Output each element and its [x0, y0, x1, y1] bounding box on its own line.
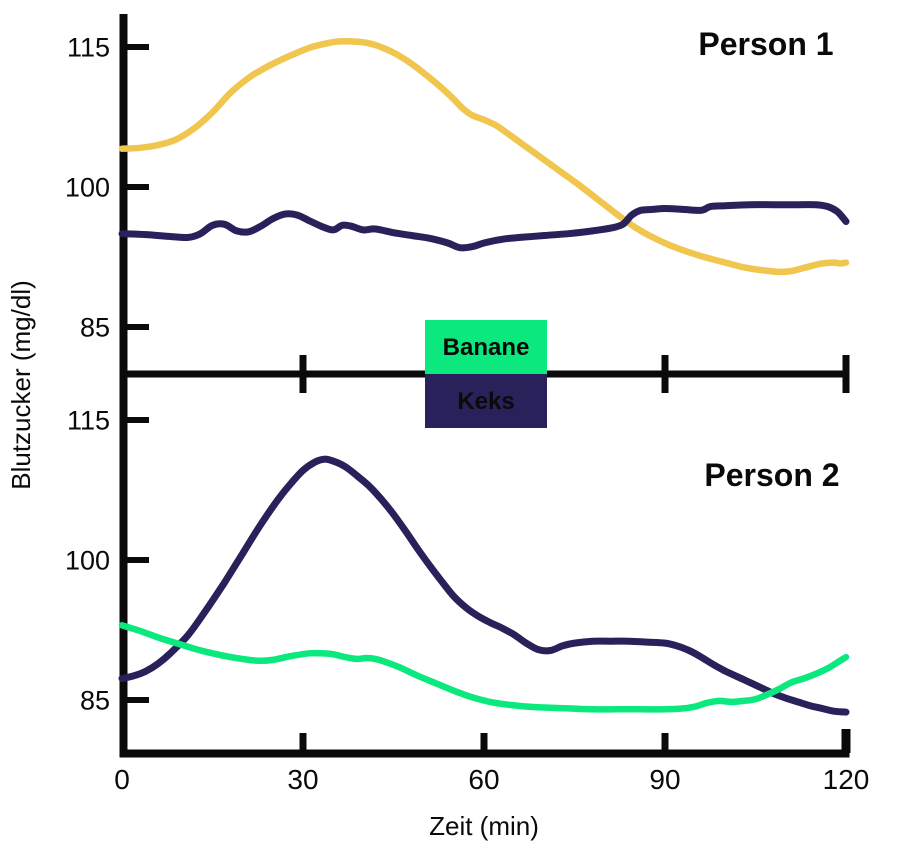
tick-marks [127, 44, 851, 753]
legend-banane-swatch [425, 320, 547, 374]
tick-mark [299, 355, 307, 393]
tick-mark [661, 733, 669, 753]
y-tick-label: 100 [65, 172, 110, 202]
y-tick-label: 115 [67, 32, 110, 62]
tick-mark [842, 355, 850, 393]
person2-banane-line [118, 622, 850, 713]
y-tick-label: 100 [65, 545, 110, 575]
legend-keks-label: Keks [457, 388, 514, 415]
x-tick-label: 0 [114, 764, 130, 795]
tick-mark [127, 184, 149, 190]
person2-title: Person 2 [704, 457, 839, 493]
tick-mark [127, 417, 149, 423]
legend-banane-label: Banane [443, 334, 530, 361]
tick-mark [299, 733, 307, 753]
x-axis-title: Zeit (min) [429, 811, 539, 841]
person1-title: Person 1 [698, 26, 833, 62]
x-tick-label: 60 [468, 764, 499, 795]
y-tick-label: 85 [80, 312, 110, 342]
person1-keks-line [118, 201, 850, 252]
tick-mark [127, 324, 149, 330]
x-tick-label: 120 [823, 764, 870, 795]
legend: Banane Keks [425, 320, 547, 428]
person1-banane-line [118, 37, 850, 276]
bottom-x-axis [119, 749, 850, 758]
y-tick-labels: 115 100 85 115 100 85 [65, 32, 110, 715]
tick-mark [841, 729, 851, 753]
y-tick-label: 115 [67, 405, 110, 435]
tick-mark [661, 355, 669, 393]
y-tick-label: 85 [80, 685, 110, 715]
tick-mark [127, 697, 149, 703]
tick-mark [127, 44, 149, 50]
tick-mark [480, 733, 488, 753]
y-axis [119, 14, 128, 757]
x-tick-labels: 0 30 60 90 120 [114, 764, 869, 795]
tick-mark [127, 557, 149, 563]
legend-keks-swatch [425, 374, 547, 428]
y-axis-title: Blutzucker (mg/dl) [6, 280, 36, 490]
x-tick-label: 30 [287, 764, 318, 795]
person2-keks-line [118, 455, 850, 716]
x-tick-label: 90 [649, 764, 680, 795]
